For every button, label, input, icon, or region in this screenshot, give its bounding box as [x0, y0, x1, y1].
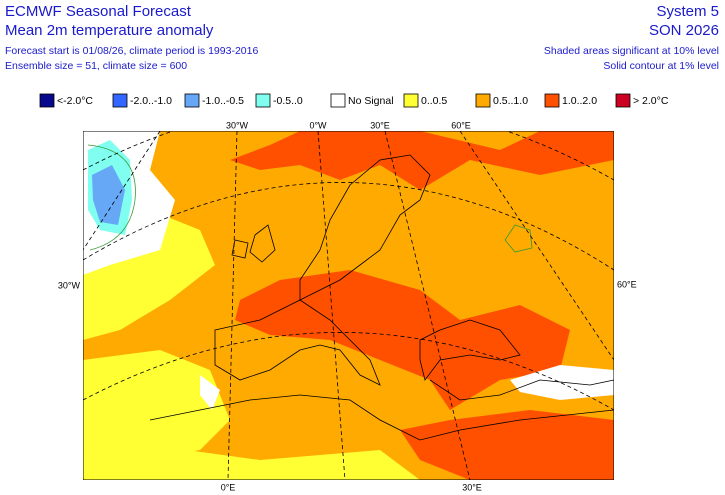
legend: <-2.0°C -2.0..-1.0 -1.0..-0.5 -0.5..0 No Sig…: [39, 93, 669, 108]
lon-label: 30°W: [58, 280, 81, 290]
legend-label: No Signal: [348, 95, 394, 107]
legend-label: 0..0.5: [421, 95, 447, 107]
lon-label: 30°W: [226, 120, 249, 130]
legend-label: <-2.0°C: [57, 95, 93, 107]
legend-label: -1.0..-0.5: [202, 95, 244, 107]
shade-none: [200, 375, 220, 410]
graticule-labels: 30°W 0°W 30°E 60°E 30°W 60°E 0°E 30°E: [58, 120, 637, 492]
legend-swatch: [403, 93, 419, 108]
legend-swatch: [112, 93, 128, 108]
system-label: System 5: [656, 3, 719, 20]
shade-red: [235, 270, 570, 410]
lon-label: 0°E: [221, 482, 236, 492]
legend-label: -2.0..-1.0: [130, 95, 172, 107]
shade-blue: [92, 165, 125, 225]
subtitle: Mean 2m temperature anomaly: [5, 22, 214, 39]
legend-label: -0.5..0: [273, 95, 303, 107]
shade-yellow: [83, 350, 230, 470]
coastlines: [87, 144, 614, 441]
lon-label: 0°W: [309, 120, 327, 130]
legend-label: 1.0..2.0: [562, 95, 597, 107]
shade-red: [400, 410, 614, 480]
legend-swatch: [255, 93, 271, 108]
map-area: [83, 131, 614, 480]
legend-label: > 2.0°C: [633, 95, 669, 107]
lon-label: 30°E: [370, 120, 390, 130]
legend-swatch: [475, 93, 491, 108]
shade-red: [230, 131, 614, 190]
legend-swatch: [330, 93, 346, 108]
legend-swatch: [615, 93, 631, 108]
lon-label: 60°E: [451, 120, 471, 130]
graticule: [83, 131, 614, 480]
season-label: SON 2026: [649, 22, 719, 39]
title: ECMWF Seasonal Forecast: [5, 3, 192, 20]
info-line: Forecast start is 01/08/26, climate peri…: [5, 45, 258, 57]
info-line: Ensemble size = 51, climate size = 600: [5, 60, 187, 72]
shade-yellow: [83, 445, 420, 480]
header: ECMWF Seasonal Forecast Mean 2m temperat…: [5, 3, 719, 72]
legend-swatch: [184, 93, 200, 108]
info-line: Shaded areas significant at 10% level: [544, 45, 719, 57]
lon-label: 30°E: [462, 482, 482, 492]
info-line: Solid contour at 1% level: [603, 60, 719, 72]
legend-label: 0.5..1.0: [493, 95, 528, 107]
lon-label: 60°E: [617, 279, 637, 289]
legend-swatch: [544, 93, 560, 108]
legend-swatch: [39, 93, 55, 108]
